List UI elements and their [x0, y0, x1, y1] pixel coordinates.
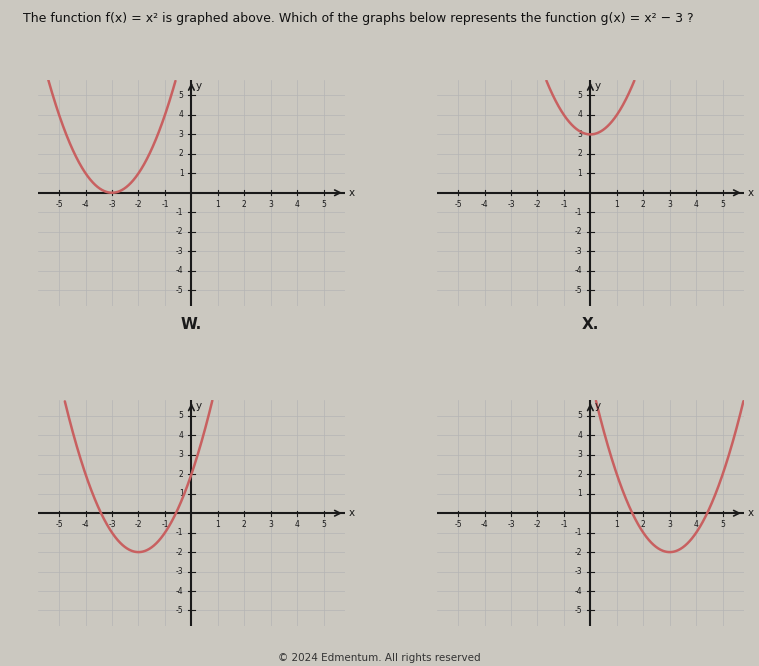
Text: 3: 3: [578, 130, 582, 139]
Text: 2: 2: [641, 520, 646, 529]
Text: -2: -2: [176, 547, 184, 557]
Text: 5: 5: [578, 412, 582, 420]
Text: -2: -2: [534, 520, 541, 529]
Text: 1: 1: [615, 200, 619, 208]
Text: 4: 4: [578, 431, 582, 440]
Text: -2: -2: [176, 227, 184, 236]
Text: 3: 3: [269, 520, 273, 529]
Text: 3: 3: [578, 450, 582, 460]
Text: 4: 4: [178, 111, 184, 119]
Text: -4: -4: [575, 587, 582, 595]
Text: -1: -1: [575, 528, 582, 537]
Text: -2: -2: [135, 520, 142, 529]
Text: 3: 3: [269, 200, 273, 208]
Text: 3: 3: [178, 450, 184, 460]
Text: -4: -4: [480, 520, 488, 529]
Text: 4: 4: [578, 111, 582, 119]
Text: -3: -3: [176, 567, 184, 576]
Text: 5: 5: [578, 91, 582, 100]
Text: -5: -5: [176, 606, 184, 615]
Text: 4: 4: [694, 520, 698, 529]
Text: y: y: [195, 81, 201, 91]
Text: 4: 4: [294, 520, 300, 529]
Text: -1: -1: [575, 208, 582, 216]
Text: x: x: [748, 188, 754, 198]
Text: y: y: [195, 402, 201, 412]
Text: -5: -5: [55, 200, 63, 208]
Text: 1: 1: [216, 200, 220, 208]
Text: 2: 2: [178, 470, 184, 479]
Text: -5: -5: [455, 520, 462, 529]
Text: -1: -1: [176, 528, 184, 537]
Text: -4: -4: [575, 266, 582, 275]
Text: 5: 5: [720, 200, 725, 208]
Text: -2: -2: [135, 200, 142, 208]
Text: -3: -3: [109, 200, 116, 208]
Text: X.: X.: [581, 317, 599, 332]
Text: 1: 1: [178, 168, 184, 178]
Text: -3: -3: [575, 567, 582, 576]
Text: -5: -5: [55, 520, 63, 529]
Text: x: x: [349, 508, 355, 518]
Text: -1: -1: [560, 200, 568, 208]
Text: 3: 3: [667, 520, 672, 529]
Text: -3: -3: [176, 246, 184, 256]
Text: x: x: [748, 508, 754, 518]
Text: -5: -5: [176, 286, 184, 294]
Text: 4: 4: [694, 200, 698, 208]
Text: -5: -5: [575, 286, 582, 294]
Text: y: y: [594, 81, 600, 91]
Text: 5: 5: [720, 520, 725, 529]
Text: 5: 5: [178, 91, 184, 100]
Text: -3: -3: [507, 200, 515, 208]
Text: 1: 1: [216, 520, 220, 529]
Text: 2: 2: [578, 470, 582, 479]
Text: 2: 2: [242, 520, 247, 529]
Text: The function f(x) = x² is graphed above. Which of the graphs below represents th: The function f(x) = x² is graphed above.…: [23, 12, 694, 25]
Text: -1: -1: [560, 520, 568, 529]
Text: 1: 1: [615, 520, 619, 529]
Text: 3: 3: [178, 130, 184, 139]
Text: -3: -3: [109, 520, 116, 529]
Text: x: x: [349, 188, 355, 198]
Text: 1: 1: [578, 490, 582, 498]
Text: -2: -2: [575, 227, 582, 236]
Text: 5: 5: [321, 520, 326, 529]
Text: 2: 2: [641, 200, 646, 208]
Text: 2: 2: [578, 149, 582, 159]
Text: -1: -1: [176, 208, 184, 216]
Text: 5: 5: [321, 200, 326, 208]
Text: 5: 5: [178, 412, 184, 420]
Text: y: y: [594, 402, 600, 412]
Text: -4: -4: [82, 520, 90, 529]
Text: -3: -3: [575, 246, 582, 256]
Text: -2: -2: [534, 200, 541, 208]
Text: -2: -2: [575, 547, 582, 557]
Text: 1: 1: [578, 168, 582, 178]
Text: W.: W.: [181, 317, 202, 332]
Text: -1: -1: [161, 520, 168, 529]
Text: -4: -4: [176, 266, 184, 275]
Text: 1: 1: [178, 490, 184, 498]
Text: -4: -4: [82, 200, 90, 208]
Text: 4: 4: [178, 431, 184, 440]
Text: -1: -1: [161, 200, 168, 208]
Text: -3: -3: [507, 520, 515, 529]
Text: -5: -5: [575, 606, 582, 615]
Text: -4: -4: [480, 200, 488, 208]
Text: 2: 2: [178, 149, 184, 159]
Text: 2: 2: [242, 200, 247, 208]
Text: -5: -5: [455, 200, 462, 208]
Text: -4: -4: [176, 587, 184, 595]
Text: 4: 4: [294, 200, 300, 208]
Text: © 2024 Edmentum. All rights reserved: © 2024 Edmentum. All rights reserved: [279, 653, 480, 663]
Text: 3: 3: [667, 200, 672, 208]
